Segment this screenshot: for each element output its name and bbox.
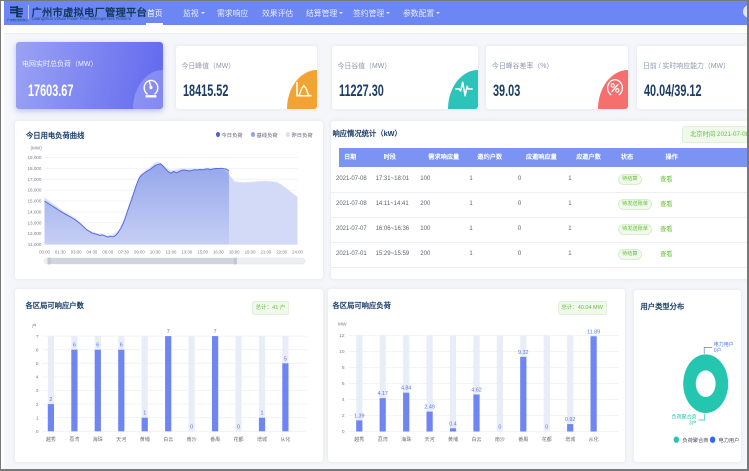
svg-text:荔湾: 荔湾 (377, 436, 387, 443)
svg-text:4.62: 4.62 (471, 387, 482, 393)
svg-text:4: 4 (35, 374, 38, 380)
svg-text:3: 3 (35, 388, 38, 394)
svg-text:户: 户 (32, 322, 37, 329)
svg-text:7: 7 (166, 329, 169, 335)
svg-text:6: 6 (35, 347, 38, 353)
svg-text:07:30: 07:30 (118, 250, 129, 255)
svg-text:负荷聚合商: 负荷聚合商 (682, 436, 708, 444)
svg-text:0: 0 (341, 429, 344, 435)
svg-text:荔湾: 荔湾 (69, 435, 79, 442)
svg-text:14,000: 14,000 (27, 210, 41, 215)
svg-text:0.92: 0.92 (564, 417, 575, 423)
svg-text:天河: 天河 (116, 435, 126, 442)
svg-text:9.32: 9.32 (518, 349, 529, 355)
svg-text:03:00: 03:00 (70, 250, 81, 255)
svg-text:负荷聚合商: 负荷聚合商 (671, 414, 696, 421)
svg-text:16,000: 16,000 (27, 188, 41, 193)
svg-text:0: 0 (35, 429, 38, 435)
svg-text:0: 0 (190, 424, 193, 430)
svg-text:电力用户: 电力用户 (718, 436, 739, 444)
svg-text:17,000: 17,000 (27, 177, 41, 182)
svg-text:南沙: 南沙 (186, 435, 196, 442)
svg-text:从化: 从化 (588, 436, 598, 443)
svg-text:越秀: 越秀 (45, 435, 55, 442)
svg-text:1: 1 (35, 415, 38, 421)
svg-text:18,000: 18,000 (27, 166, 41, 171)
svg-text:21:00: 21:00 (260, 250, 271, 255)
svg-text:6: 6 (72, 342, 75, 348)
svg-text:增城: 增城 (565, 436, 575, 443)
svg-text:1: 1 (260, 410, 263, 416)
svg-text:15,000: 15,000 (27, 199, 41, 204)
svg-text:0: 0 (237, 424, 240, 430)
svg-text:2: 2 (35, 401, 38, 407)
svg-text:电力用户: 电力用户 (713, 341, 733, 348)
svg-text:10: 10 (339, 349, 345, 355)
svg-text:06:00: 06:00 (102, 250, 113, 255)
svg-text:白云: 白云 (163, 435, 173, 442)
svg-text:3户: 3户 (688, 420, 696, 427)
svg-text:5: 5 (283, 356, 286, 362)
svg-text:4: 4 (341, 397, 344, 403)
svg-text:0: 0 (498, 424, 501, 430)
svg-text:11,000: 11,000 (27, 242, 41, 247)
svg-text:09:00: 09:00 (134, 250, 145, 255)
svg-text:增城: 增城 (256, 435, 266, 442)
svg-text:19:30: 19:30 (244, 250, 255, 255)
svg-text:4.84: 4.84 (400, 385, 411, 391)
svg-text:12: 12 (339, 333, 345, 339)
svg-text:0: 0 (545, 424, 548, 430)
svg-text:越秀: 越秀 (354, 436, 364, 443)
svg-text:10:30: 10:30 (149, 250, 160, 255)
svg-text:12,000: 12,000 (27, 231, 41, 236)
svg-text:24:00: 24:00 (292, 250, 303, 255)
svg-text:0户: 0户 (713, 347, 721, 354)
svg-text:04:30: 04:30 (86, 250, 97, 255)
svg-text:8: 8 (341, 365, 344, 371)
svg-text:1.39: 1.39 (354, 413, 365, 419)
svg-text:19,000: 19,000 (27, 155, 41, 160)
svg-text:白云: 白云 (471, 436, 481, 443)
svg-text:18:00: 18:00 (228, 250, 239, 255)
svg-text:从化: 从化 (280, 435, 290, 442)
svg-text:6: 6 (341, 381, 344, 387)
svg-text:MW: MW (338, 321, 347, 327)
svg-text:番禺: 番禺 (518, 436, 528, 443)
svg-text:花都: 花都 (541, 436, 551, 443)
svg-text:12:00: 12:00 (165, 250, 176, 255)
svg-text:2: 2 (341, 413, 344, 419)
svg-text:7: 7 (35, 333, 38, 339)
svg-text:天河: 天河 (424, 436, 434, 443)
svg-text:13:30: 13:30 (181, 250, 192, 255)
svg-text:2.49: 2.49 (424, 404, 435, 410)
svg-text:1: 1 (143, 410, 146, 416)
svg-text:22:30: 22:30 (276, 250, 287, 255)
svg-text:黄埔: 黄埔 (447, 436, 457, 443)
svg-text:6: 6 (119, 342, 122, 348)
svg-text:00:00: 00:00 (39, 250, 50, 255)
svg-text:7: 7 (213, 329, 216, 335)
svg-text:6: 6 (96, 342, 99, 348)
svg-text:13,000: 13,000 (27, 220, 41, 225)
svg-text:4.17: 4.17 (377, 391, 388, 397)
svg-text:2: 2 (49, 397, 52, 403)
svg-text:黄埔: 黄埔 (139, 435, 149, 442)
svg-text:(MW): (MW) (30, 146, 42, 151)
svg-text:花都: 花都 (233, 435, 243, 442)
svg-text:15:00: 15:00 (197, 250, 208, 255)
svg-text:海珠: 海珠 (401, 436, 411, 443)
svg-text:01:30: 01:30 (54, 250, 65, 255)
svg-text:5: 5 (35, 361, 38, 367)
svg-text:0.4: 0.4 (449, 421, 457, 427)
svg-text:番禺: 番禺 (210, 435, 220, 442)
svg-text:16:30: 16:30 (213, 250, 224, 255)
svg-text:海珠: 海珠 (92, 435, 102, 442)
svg-text:11.89: 11.89 (587, 329, 600, 335)
svg-text:南沙: 南沙 (494, 436, 504, 443)
